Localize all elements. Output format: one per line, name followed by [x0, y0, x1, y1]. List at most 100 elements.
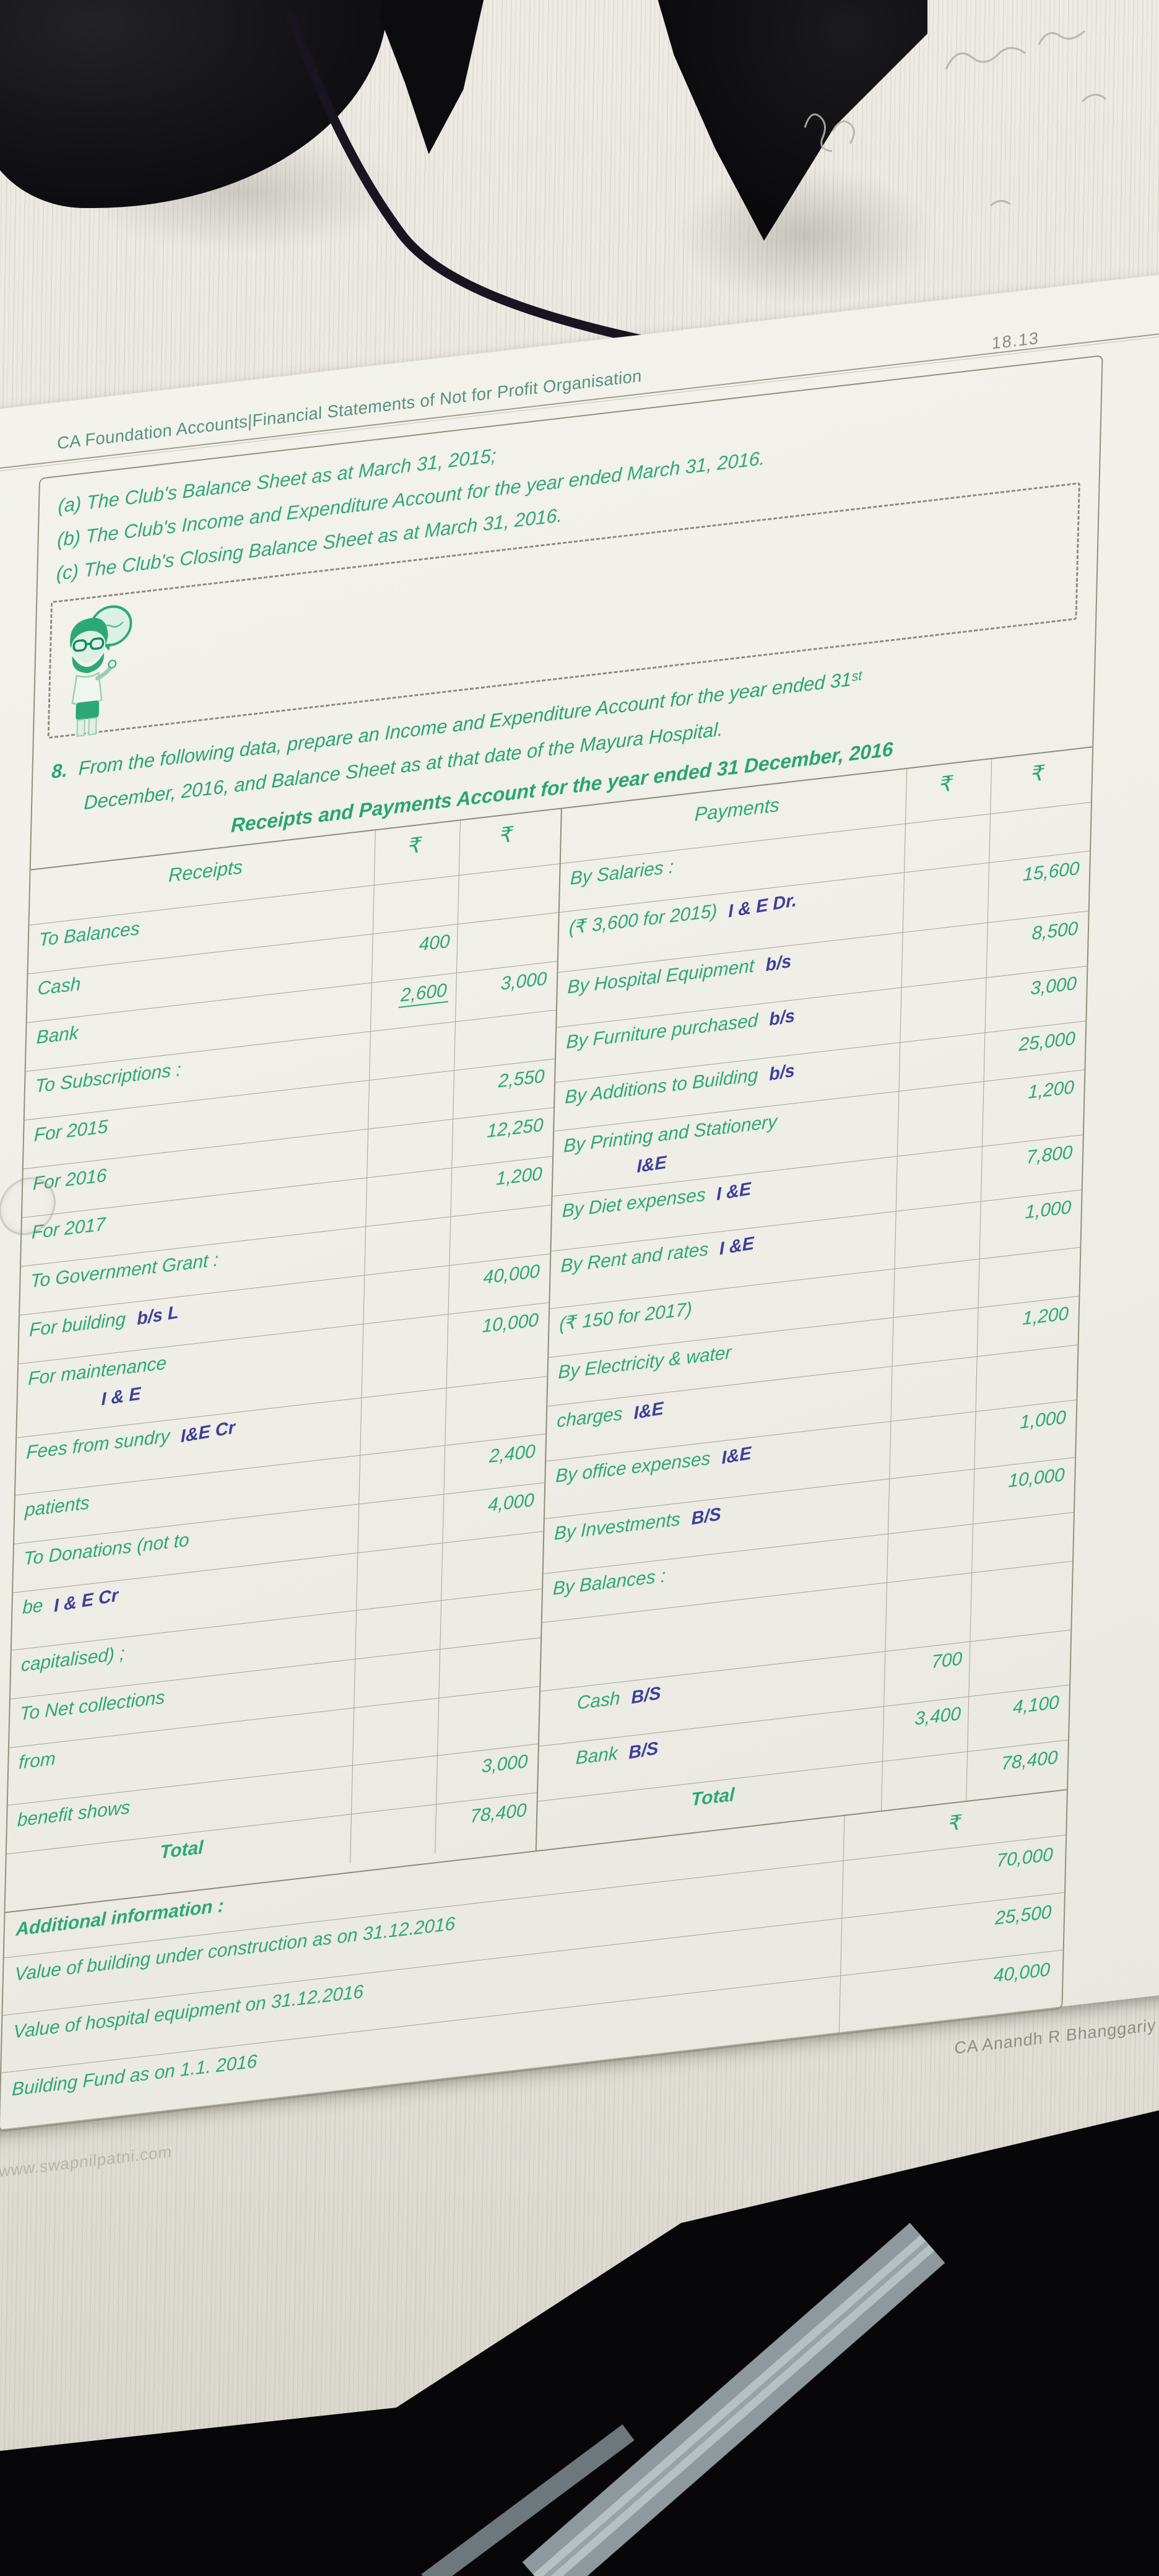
amount-cell-col1 [885, 1573, 972, 1651]
amount-cell-col1 [351, 1756, 438, 1814]
amount-cell-col1: 700 [883, 1642, 970, 1707]
amount-value: 40,000 [483, 1261, 540, 1289]
row-label: from [18, 1748, 56, 1773]
amount-cell-col1 [892, 1308, 978, 1367]
cable-icon [286, 11, 669, 349]
handwritten-annotation: B/S [630, 1683, 661, 1708]
amount-cell-col1 [373, 876, 459, 934]
amount-cell-col1 [358, 1446, 445, 1504]
amount-cell-col1 [367, 1120, 453, 1178]
amount-cell-col1 [368, 1071, 454, 1129]
amount-cell-col1 [352, 1699, 439, 1765]
receipts-half: Receipts ₹ ₹ To Balances Cash 400 Bank 2,600… [5, 809, 561, 1912]
amount-value: 2,600 [398, 980, 449, 1009]
amount-value: 10,000 [1008, 1464, 1065, 1492]
amount-cell-col1 [363, 1266, 449, 1325]
amount-value: 700 [931, 1648, 963, 1673]
handwritten-annotation: b/s [768, 1061, 796, 1086]
amount-cell-col2: 1,200 [982, 1070, 1085, 1147]
amount-value: 3,000 [1030, 973, 1077, 999]
row-label: Cash [37, 973, 81, 1000]
amount-cell-col2: 15,600 [988, 851, 1090, 923]
receipts-payments-table: Receipts ₹ ₹ To Balances Cash 400 Bank 2,600… [5, 746, 1093, 1913]
amount-cell-col1 [888, 1469, 975, 1534]
amount-cell-col2: 10,000 [446, 1303, 549, 1388]
amount-value: 2,400 [488, 1441, 536, 1468]
handwritten-annotation: I&E [633, 1399, 664, 1424]
amount-cell-col1 [365, 1168, 452, 1227]
row-label: benefit shows [17, 1797, 131, 1831]
amount-cell-col1 [898, 1033, 985, 1092]
amount-cell-col2 [445, 1377, 547, 1446]
amount-cell-col1 [893, 1260, 979, 1318]
row-label: By Salaries : [570, 856, 674, 890]
amount-value: 1,200 [1027, 1077, 1075, 1103]
content-box: (a) The Club's Balance Sheet as at March… [0, 355, 1103, 2133]
amount-cell-col1 [889, 1412, 976, 1479]
amount-value: 1,200 [495, 1164, 543, 1190]
amount-cell-col2 [441, 1531, 544, 1601]
amount-cell-col1 [350, 1804, 436, 1864]
amount-cell-col1 [900, 978, 986, 1043]
amount-cell-col2: 1,000 [974, 1400, 1077, 1469]
amount-value: 4,000 [487, 1490, 535, 1516]
rupee-column-header: ₹ [374, 820, 461, 886]
handwritten-annotation: I &E [719, 1234, 755, 1260]
amount-value: 400 [419, 931, 450, 955]
amount-value: 1,000 [1019, 1407, 1067, 1434]
amount-value: 10,000 [482, 1310, 539, 1338]
amount-value: 8,500 [1031, 918, 1079, 945]
amount-cell-col1: 400 [371, 925, 458, 983]
amount-value: 3,400 [914, 1704, 961, 1730]
amount-cell-col1 [896, 1147, 983, 1212]
amount-cell-col1 [904, 814, 991, 872]
amount-value: 3,000 [500, 968, 547, 995]
amount-cell-col1: 3,400 [882, 1697, 969, 1762]
handwritten-annotation: I & E Cr [53, 1585, 119, 1617]
amount-cell-col1 [369, 1022, 456, 1081]
amount-cell-col1 [364, 1217, 451, 1276]
row-label: patients [24, 1492, 90, 1521]
row-label: be [22, 1595, 43, 1619]
amount-value: 15,600 [1022, 858, 1080, 886]
amount-cell-col1 [901, 923, 988, 988]
handwritten-annotation: I&E [721, 1443, 752, 1469]
amount-value: 25,000 [1018, 1028, 1076, 1056]
amount-cell-col2: 1,000 [979, 1190, 1082, 1260]
row-label: Total [159, 1837, 204, 1863]
handwritten-annotation: b/s L [136, 1302, 179, 1329]
amount-value: 1,200 [1022, 1303, 1069, 1329]
payments-half: Payments ₹ ₹ By Salaries : (₹ 3,600 for 2… [535, 747, 1093, 1851]
amount-cell-col2 [437, 1687, 540, 1756]
amount-cell-col1 [897, 1082, 984, 1157]
amount-cell-col2 [970, 1562, 1073, 1642]
amount-value: 7,800 [1026, 1142, 1073, 1168]
amount-cell-col1 [355, 1601, 441, 1660]
amount-value: 2,550 [498, 1066, 545, 1092]
handwritten-annotation: I & E Dr. [727, 890, 797, 922]
amount-cell-col1 [894, 1202, 981, 1269]
amount-cell-col1 [887, 1525, 973, 1583]
amount-value: 1,000 [1025, 1197, 1072, 1224]
dark-floor [0, 2110, 1159, 2576]
row-label: For building [28, 1309, 126, 1341]
row-label: To Balances [38, 918, 141, 951]
handwritten-annotation: B/S [691, 1504, 722, 1530]
handwritten-annotation: b/s [768, 1006, 796, 1030]
row-label: By Balances : [552, 1565, 666, 1599]
textbook-page: 18.13 CA Foundation Accounts|Financial S… [0, 251, 1159, 2181]
row-label: For 2015 [33, 1116, 108, 1146]
handwritten-annotation: B/S [628, 1738, 659, 1764]
amount-cell-col1 [903, 863, 989, 933]
bag-strap-icon [421, 2222, 945, 2576]
handwritten-annotation: b/s [765, 951, 792, 976]
amount-cell-col1 [881, 1752, 968, 1811]
row-label: charges [557, 1403, 623, 1432]
amount-value: 3,000 [481, 1751, 528, 1778]
amount-value: 78,400 [1001, 1747, 1058, 1775]
row-label: Bank [36, 1022, 79, 1048]
amount-cell-col1 [890, 1357, 977, 1422]
cable-and-scribbles-illustration [286, 11, 1106, 349]
row-label: Total [690, 1785, 735, 1811]
